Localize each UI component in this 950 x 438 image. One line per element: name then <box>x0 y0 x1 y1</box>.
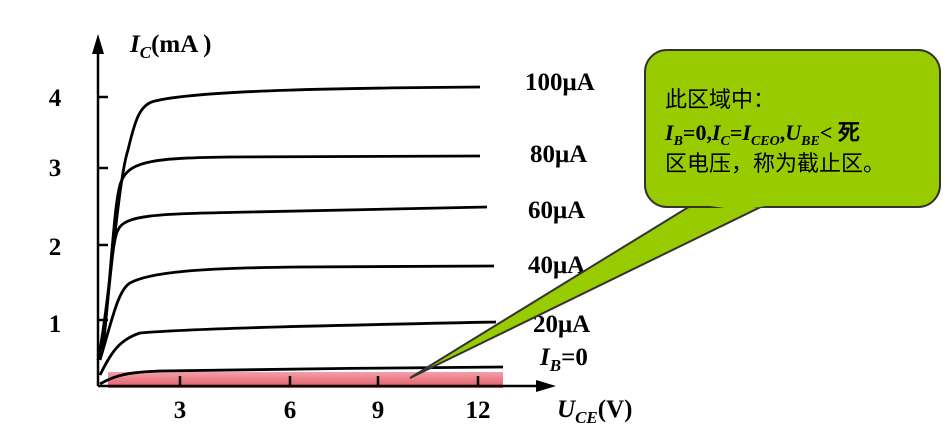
cutoff-subscript: B <box>549 356 561 375</box>
y-tick-label: 1 <box>49 311 62 338</box>
y-tick-label: 4 <box>49 85 62 112</box>
y-tick-label: 2 <box>49 234 62 261</box>
x-tick-label: 12 <box>466 397 491 424</box>
curve-labels: 100μA 80μA 60μA 40μA 20μA IB=0 <box>525 69 595 375</box>
callout-text: U <box>785 120 802 145</box>
cutoff-rest: =0 <box>561 344 588 371</box>
x-axis-symbol: U <box>557 396 577 423</box>
callout-subscript: B <box>673 134 683 149</box>
curve-label: 80μA <box>530 141 587 168</box>
callout-text: , <box>780 120 786 145</box>
curve-label: 20μA <box>533 311 590 338</box>
cutoff-symbol: I <box>539 344 551 371</box>
curve-label: 60μA <box>528 197 585 224</box>
x-arrow <box>536 380 556 392</box>
callout-text: < 死 <box>820 120 860 145</box>
x-tick-label: 6 <box>284 397 297 424</box>
callout-tail <box>409 199 776 379</box>
callout-text: I <box>711 120 722 145</box>
y-tick-label: 3 <box>49 155 62 182</box>
y-axis-symbol: I <box>129 31 141 58</box>
callout-line: IB=0,IC=ICEO,UBE< 死 <box>664 120 860 149</box>
callout-joint <box>702 205 773 210</box>
axes <box>96 48 540 388</box>
curve-label: 40μA <box>528 252 585 279</box>
callout-subscript: CEO <box>751 134 780 149</box>
y-axis-subscript: C <box>140 43 152 62</box>
x-axis-label: UCE(V) <box>557 396 632 427</box>
x-tick-label: 9 <box>372 397 385 424</box>
callout-subscript: C <box>721 134 731 149</box>
x-axis-unit: (V) <box>598 396 633 423</box>
callout-text: =0, <box>683 120 712 145</box>
callout-text: I <box>664 120 675 145</box>
x-tick-label: 3 <box>174 397 187 424</box>
callout-text: I <box>741 120 752 145</box>
callout-line: 此区域中： <box>665 88 775 113</box>
x-tick-labels: 3 6 9 12 <box>174 397 491 424</box>
y-axis-unit: (mA ) <box>151 31 211 58</box>
y-arrow <box>92 34 104 54</box>
y-tick-labels: 1 2 3 4 <box>49 85 62 338</box>
cutoff-region <box>108 372 503 388</box>
callout-line: 区电压，称为截止区。 <box>665 152 885 177</box>
curve-label: 100μA <box>525 69 595 96</box>
y-axis-label: IC(mA ) <box>129 31 211 62</box>
callout-text: = <box>730 120 743 145</box>
cutoff-label: IB=0 <box>539 344 588 375</box>
callout-box <box>644 49 941 208</box>
curves <box>96 85 504 386</box>
x-axis-subscript: CE <box>575 408 598 427</box>
callout-subscript: BE <box>800 134 820 149</box>
